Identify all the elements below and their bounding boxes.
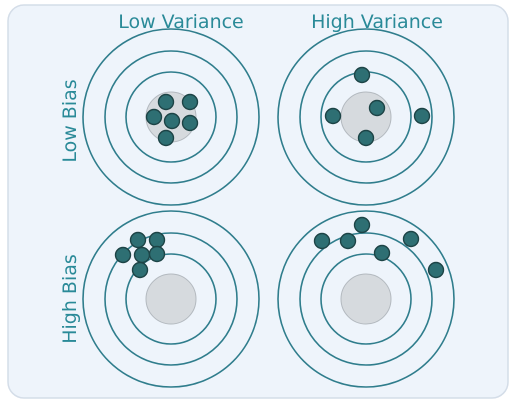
shot-dot [181,93,199,111]
shot-dot [353,216,371,234]
shot-dot [413,107,431,125]
target-ring-1 [277,28,455,206]
target-ring-2 [299,232,433,366]
shot-dot [313,232,331,250]
target-ring-3 [125,253,217,345]
shot-dot [163,112,181,130]
bullseye [145,273,197,325]
row-label-low-bias: Low Bias [59,79,81,162]
shot-dot [402,230,420,248]
target-ring-3 [125,71,217,163]
shot-dot [148,245,166,263]
shot-dot [373,244,391,262]
target-low-bias-high-variance [277,28,455,206]
target-low-bias-low-variance [82,28,260,206]
shot-dot [148,231,166,249]
target-ring-1 [277,210,455,388]
bullseye [340,273,392,325]
targets-layer [82,28,455,388]
row-label-high-bias: High Bias [59,254,81,344]
shot-dot [368,99,386,117]
target-ring-1 [82,28,260,206]
shot-dot [133,246,151,264]
shot-dot [131,261,149,279]
shot-dot [129,231,147,249]
column-label-low-variance: Low Variance [118,11,244,33]
target-ring-1 [82,210,260,388]
shot-dot [157,93,175,111]
shot-dot [145,108,163,126]
shot-dot [339,232,357,250]
target-high-bias-low-variance [82,210,260,388]
target-ring-2 [104,232,238,366]
shot-dot [357,129,375,147]
column-label-high-variance: High Variance [311,11,443,33]
shot-dot [114,246,132,264]
shot-dot [324,107,342,125]
target-ring-3 [320,253,412,345]
shot-dot [427,261,445,279]
shot-dot [157,129,175,147]
target-high-bias-high-variance [277,210,455,388]
shot-dot [181,114,199,132]
target-ring-2 [299,50,433,184]
diagram-panel [7,4,509,399]
shot-dot [353,66,371,84]
target-ring-2 [104,50,238,184]
